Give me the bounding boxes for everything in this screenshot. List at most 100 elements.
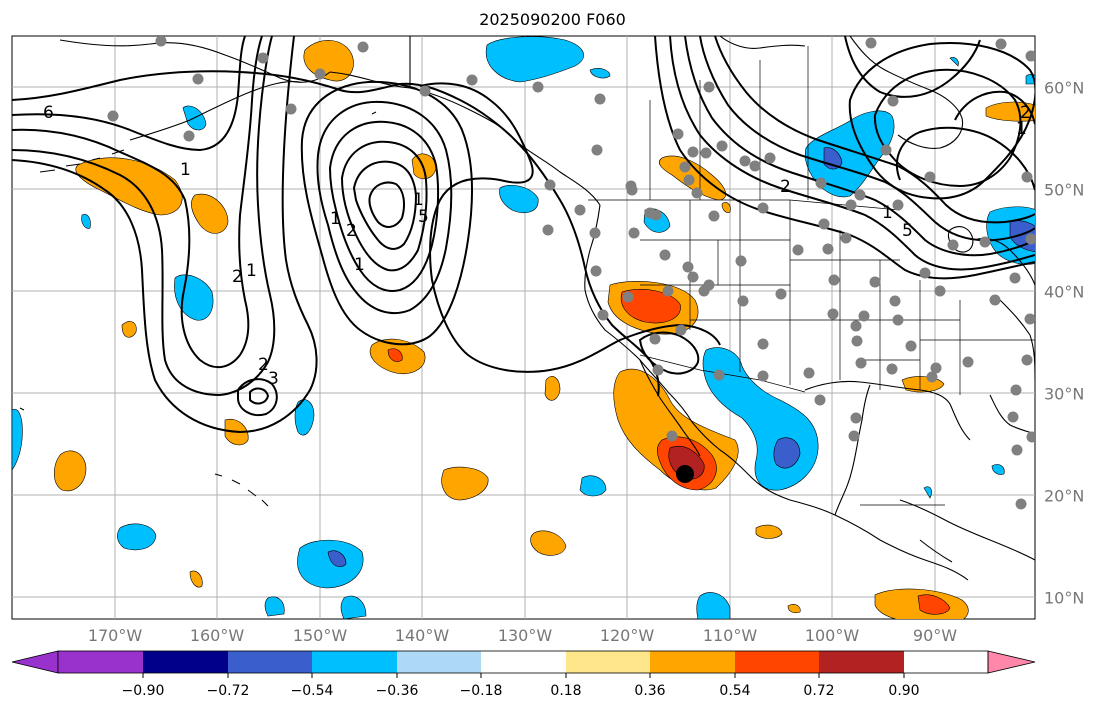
- station-dot: [314, 68, 326, 80]
- contour-label: 5: [418, 207, 429, 227]
- station-dot: [828, 274, 840, 286]
- station-dot: [858, 310, 870, 322]
- islands: [19, 111, 377, 507]
- station-dot: [735, 255, 747, 267]
- station-dot: [650, 209, 662, 221]
- station-dot: [285, 103, 297, 115]
- station-dot: [892, 199, 904, 211]
- station-dot: [827, 308, 839, 320]
- colorbar-tick: 0.90: [888, 683, 920, 699]
- colorbar-bin: [312, 651, 397, 673]
- lat-label: 50°N: [1044, 180, 1085, 200]
- colorbar-bin: [566, 651, 650, 673]
- station-dot: [947, 239, 959, 251]
- station-markers: [107, 36, 1035, 510]
- colorbar-bin: [481, 651, 566, 673]
- station-dot: [764, 152, 776, 164]
- station-dot: [886, 363, 898, 375]
- station-dot: [848, 430, 860, 442]
- station-dot: [532, 81, 544, 93]
- station-dot: [1025, 50, 1035, 62]
- contour-label: 1: [246, 261, 257, 281]
- station-dot: [716, 140, 728, 152]
- station-dot: [926, 371, 938, 383]
- colorbar-tick: −0.36: [375, 683, 419, 699]
- station-dot: [652, 364, 664, 376]
- station-dot: [1011, 444, 1023, 456]
- colorbar-tick: 0.54: [719, 683, 751, 699]
- coastlines: [39, 36, 1035, 581]
- colorbar-tick: −0.18: [459, 683, 503, 699]
- station-dot: [887, 95, 899, 107]
- station-dot: [889, 295, 901, 307]
- contour-label: 6: [43, 103, 54, 123]
- station-dot: [749, 160, 761, 172]
- station-dot: [854, 189, 866, 201]
- station-dot: [155, 36, 167, 47]
- station-dot: [1025, 233, 1035, 245]
- station-dot: [892, 314, 904, 326]
- station-dot: [1021, 354, 1033, 366]
- lon-label: 130°W: [497, 626, 553, 645]
- station-dot: [708, 210, 720, 222]
- map-title: 2025090200 F060: [479, 10, 626, 29]
- colorbar-bin: [650, 651, 735, 673]
- station-dot: [594, 93, 606, 105]
- station-dot: [589, 227, 601, 239]
- station-dot: [544, 179, 556, 191]
- station-dot: [590, 265, 602, 277]
- station-dot: [739, 155, 751, 167]
- station-dot: [865, 37, 877, 49]
- station-dot: [672, 128, 684, 140]
- station-dot: [591, 144, 603, 156]
- station-dot: [698, 285, 710, 297]
- station-dot: [850, 320, 862, 332]
- station-dot: [687, 146, 699, 158]
- colorbar-max-extend: [987, 650, 1036, 674]
- station-dot: [683, 174, 695, 186]
- colorbar-bin: [397, 651, 481, 673]
- station-dot: [1009, 272, 1021, 284]
- station-dot: [679, 161, 691, 173]
- lon-label: 90°W: [912, 626, 958, 645]
- colorbar-tick: 0.72: [803, 683, 835, 699]
- station-dot: [962, 356, 974, 368]
- station-dot: [622, 291, 634, 303]
- station-dot: [574, 204, 586, 216]
- station-dot: [905, 340, 917, 352]
- station-dot: [880, 144, 892, 156]
- lat-label: 20°N: [1044, 486, 1085, 506]
- contour-label: 2: [232, 267, 243, 287]
- storm-center-marker: [676, 465, 694, 483]
- station-dot: [757, 202, 769, 214]
- station-dot: [1024, 313, 1035, 325]
- station-dot: [713, 369, 725, 381]
- station-dot: [919, 267, 931, 279]
- colorbar-tick: −0.54: [290, 683, 334, 699]
- colorbar-bin: [143, 651, 228, 673]
- colorbar-bin: [819, 651, 904, 673]
- station-dot: [659, 249, 671, 261]
- colorbar-tick: −0.90: [121, 683, 165, 699]
- station-dot: [1026, 431, 1035, 443]
- station-dot: [1021, 171, 1033, 183]
- station-dot: [803, 367, 815, 379]
- station-dot: [775, 288, 787, 300]
- station-dot: [625, 180, 637, 192]
- station-dot: [183, 130, 195, 142]
- colorbar-bin: [58, 651, 143, 673]
- station-dot: [1007, 411, 1019, 423]
- contour-label: 1: [882, 203, 893, 223]
- station-dot: [675, 324, 687, 336]
- lat-label: 60°N: [1044, 78, 1085, 98]
- station-dot: [995, 38, 1007, 50]
- contour-label: 2: [1020, 103, 1031, 123]
- lon-label: 140°W: [394, 626, 450, 645]
- colorbar-min-extend: [11, 650, 59, 674]
- contour-label: 1: [330, 209, 341, 229]
- station-dot: [682, 261, 694, 273]
- station-dot: [666, 430, 678, 442]
- lon-label: 120°W: [599, 626, 655, 645]
- contour-label: 1: [180, 160, 191, 180]
